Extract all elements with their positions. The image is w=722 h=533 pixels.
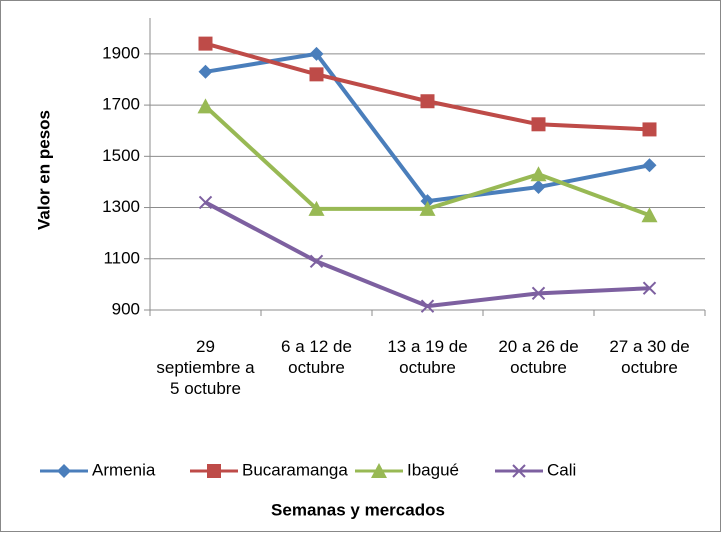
point bbox=[198, 195, 213, 210]
y-tick-label: 1900 bbox=[102, 43, 140, 62]
y-tick-label: 1700 bbox=[102, 95, 140, 114]
point bbox=[531, 117, 546, 132]
y-tick-label: 900 bbox=[112, 299, 140, 318]
x-axis-title: Semanas y mercados bbox=[271, 500, 445, 519]
x-tick-label: 27 a 30 de octubre bbox=[609, 337, 690, 377]
point bbox=[420, 299, 435, 313]
x-tick-label: 6 a 12 de octubre bbox=[281, 337, 352, 377]
point bbox=[308, 200, 325, 216]
point bbox=[419, 200, 436, 216]
point bbox=[642, 281, 657, 295]
x-tick-label-box: 27 a 30 de octubre bbox=[609, 337, 690, 377]
x-tick-label-box: 29 septiembre a 5 octubre bbox=[156, 337, 255, 398]
point bbox=[198, 36, 213, 51]
legend-label: Armenia bbox=[92, 460, 156, 479]
x-tick-label: 29 septiembre a 5 octubre bbox=[156, 337, 255, 398]
point bbox=[531, 180, 546, 195]
point bbox=[420, 94, 435, 109]
x-tick-label-box: 6 a 12 de octubre bbox=[281, 337, 352, 377]
x-tick-label-box: 20 a 26 de octubre bbox=[498, 337, 579, 377]
point bbox=[531, 286, 546, 301]
point bbox=[309, 254, 324, 269]
y-tick-label: 1500 bbox=[102, 146, 140, 165]
legend-marker bbox=[207, 464, 221, 478]
point bbox=[642, 122, 657, 137]
point bbox=[641, 207, 658, 223]
legend-marker bbox=[371, 463, 387, 478]
legend-label: Ibagué bbox=[407, 460, 459, 479]
legend-label: Bucaramanga bbox=[242, 460, 348, 479]
y-tick-label: 1100 bbox=[103, 248, 140, 267]
point bbox=[197, 98, 214, 114]
point bbox=[530, 166, 547, 182]
point bbox=[198, 64, 213, 79]
y-tick-label: 1300 bbox=[102, 197, 140, 216]
legend-marker bbox=[512, 464, 526, 478]
y-axis-title: Valor en pesos bbox=[34, 110, 53, 230]
x-tick-label: 20 a 26 de octubre bbox=[498, 337, 579, 377]
x-tick-label: 13 a 19 de octubre bbox=[387, 337, 468, 377]
point bbox=[309, 46, 324, 61]
point bbox=[309, 67, 324, 82]
x-tick-label-box: 13 a 19 de octubre bbox=[387, 337, 468, 377]
legend-label: Cali bbox=[547, 460, 576, 479]
point bbox=[642, 158, 657, 173]
legend-marker bbox=[57, 464, 71, 478]
